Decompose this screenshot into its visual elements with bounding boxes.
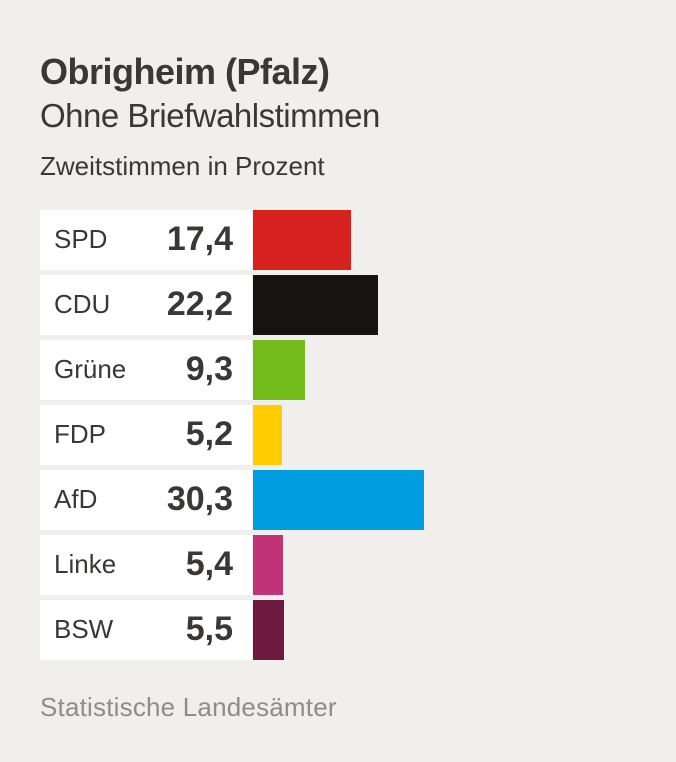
party-value: 22,2 [166,285,233,324]
party-name: Linke [54,549,117,580]
row-label-box: BSW 5,5 [40,599,252,660]
row-label-box: CDU 22,2 [40,274,252,335]
chart-row: Grüne 9,3 [40,339,676,400]
row-label-box: SPD 17,4 [40,209,252,270]
party-bar [253,469,424,530]
page-title: Obrigheim (Pfalz) [40,51,330,92]
party-value: 17,4 [166,220,233,259]
party-value: 5,4 [185,545,233,584]
party-name: FDP [54,419,106,450]
party-bar [253,339,305,400]
row-label-box: FDP 5,2 [40,404,252,465]
party-name: CDU [54,289,111,320]
party-bar [253,274,378,335]
chart-row: FDP 5,2 [40,404,676,465]
party-name: SPD [54,224,108,255]
unit-label: Zweitstimmen in Prozent [40,150,325,181]
source-attribution: Statistische Landesämter [40,691,337,722]
chart-row: CDU 22,2 [40,274,676,335]
party-bar [253,404,282,465]
party-bar [253,534,283,595]
party-name: Grüne [54,354,127,385]
party-value: 30,3 [166,480,233,519]
party-value: 5,2 [185,415,233,454]
chart-row: SPD 17,4 [40,209,676,270]
party-bar [253,599,284,660]
chart-rows: SPD 17,4 CDU 22,2 Grüne 9,3 FDP 5,2 AfD 30,3 Linke… [40,209,676,660]
chart-row: AfD 30,3 [40,469,676,530]
party-value: 5,5 [185,610,233,649]
page-subtitle: Ohne Briefwahlstimmen [40,96,380,134]
party-name: AfD [54,484,98,515]
chart-row: BSW 5,5 [40,599,676,660]
row-label-box: Linke 5,4 [40,534,252,595]
row-label-box: Grüne 9,3 [40,339,252,400]
chart-content: Obrigheim (Pfalz) Ohne Briefwahlstimmen … [40,51,676,722]
row-label-box: AfD 30,3 [40,469,252,530]
party-value: 9,3 [185,350,233,389]
chart-row: Linke 5,4 [40,534,676,595]
party-bar [253,209,351,270]
party-name: BSW [54,614,114,645]
